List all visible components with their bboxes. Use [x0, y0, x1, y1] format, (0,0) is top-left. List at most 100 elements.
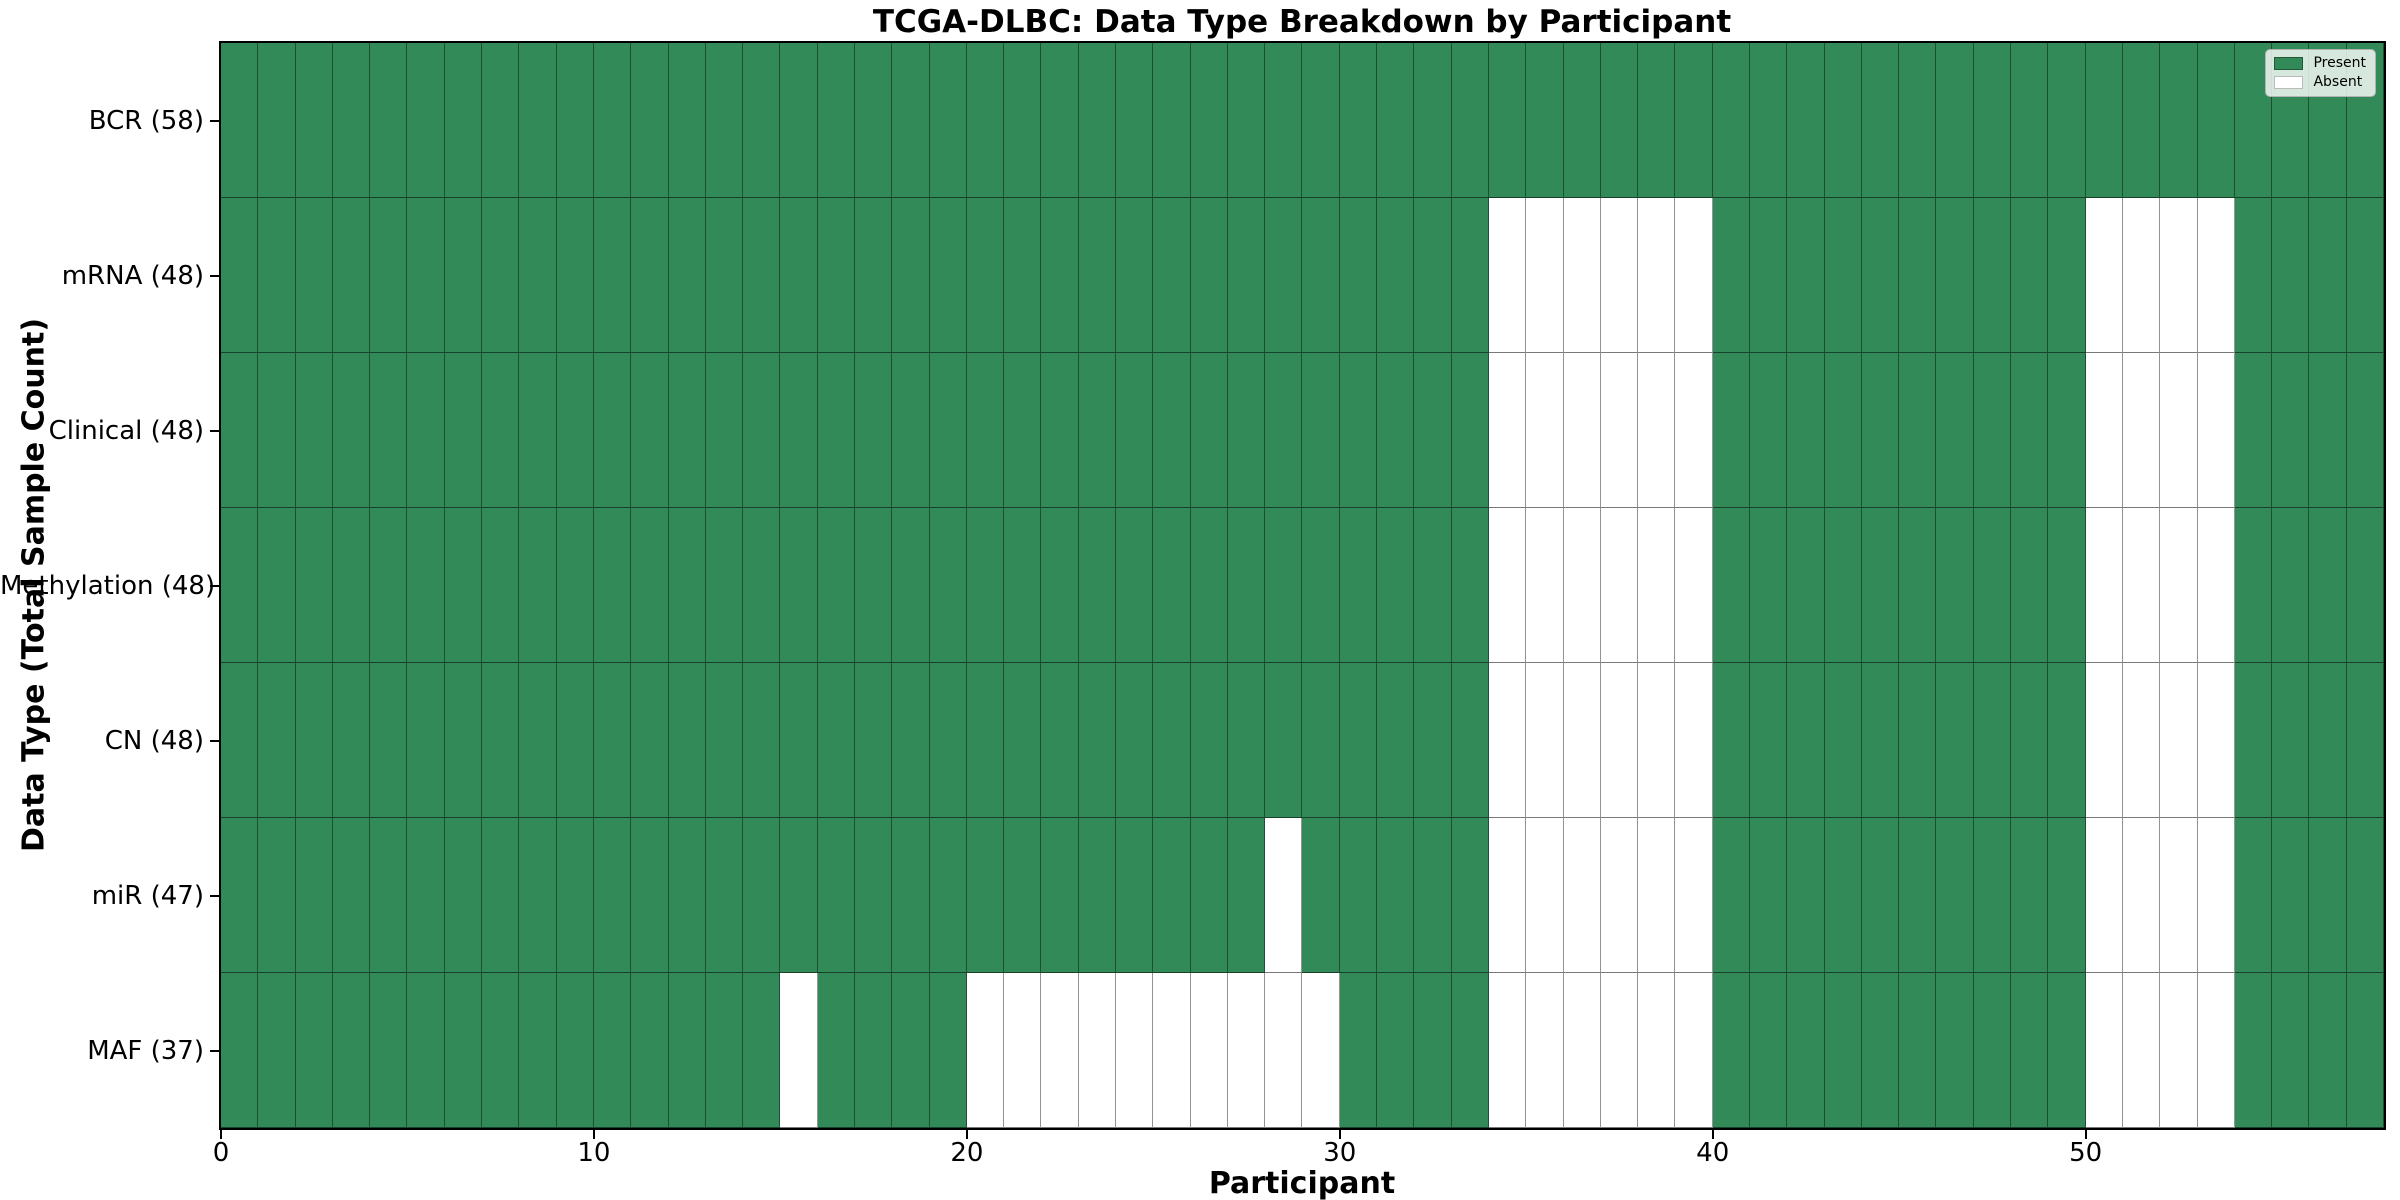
heatmap-cell-Methylation-56 — [2309, 508, 2347, 663]
heatmap-cell-mRNA-1 — [258, 198, 296, 353]
heatmap-cell-miR-55 — [2272, 818, 2310, 973]
heatmap-cell-BCR-37 — [1600, 43, 1639, 198]
heatmap-cell-mRNA-40 — [1712, 198, 1751, 353]
heatmap-cell-CN-11 — [631, 663, 669, 818]
heatmap-cell-mRNA-11 — [631, 198, 669, 353]
heatmap-cell-CN-26 — [1190, 663, 1228, 818]
y-tick-label-miR: miR (47) — [91, 880, 204, 911]
heatmap-cell-Clinical-52 — [2160, 353, 2198, 508]
heatmap-cell-mRNA-19 — [929, 198, 967, 353]
heatmap-cell-CN-19 — [929, 663, 967, 818]
y-tick-label-MAF: MAF (37) — [87, 1035, 204, 1066]
heatmap-cell-BCR-34 — [1488, 43, 1527, 198]
heatmap-cell-mRNA-45 — [1899, 198, 1937, 353]
heatmap-cell-Methylation-26 — [1190, 508, 1228, 663]
heatmap-cell-mRNA-8 — [519, 198, 557, 353]
heatmap-cell-BCR-48 — [2011, 43, 2049, 198]
heatmap-cell-mRNA-41 — [1750, 198, 1788, 353]
heatmap-cell-BCR-47 — [1973, 43, 2012, 198]
heatmap-cell-miR-3 — [332, 818, 371, 973]
heatmap-cell-Methylation-0 — [221, 508, 259, 663]
x-tick-mark — [220, 1130, 222, 1139]
heatmap-cell-Clinical-10 — [593, 353, 632, 508]
heatmap-cell-Clinical-42 — [1787, 353, 1825, 508]
heatmap-cell-mRNA-31 — [1377, 198, 1415, 353]
heatmap-cell-CN-25 — [1153, 663, 1191, 818]
heatmap-cell-Methylation-5 — [407, 508, 445, 663]
heatmap-cell-Clinical-7 — [482, 353, 520, 508]
heatmap-cell-BCR-50 — [2085, 43, 2123, 198]
heatmap-cell-Methylation-50 — [2085, 508, 2123, 663]
heatmap-cell-CN-21 — [1004, 663, 1042, 818]
heatmap-cell-MAF-31 — [1377, 973, 1415, 1128]
heatmap-cell-BCR-7 — [482, 43, 520, 198]
heatmap-cell-Clinical-31 — [1377, 353, 1415, 508]
heatmap-cell-MAF-52 — [2160, 973, 2198, 1128]
heatmap-cell-CN-53 — [2197, 663, 2235, 818]
heatmap-cell-Clinical-4 — [370, 353, 408, 508]
y-tick-mark — [210, 274, 219, 277]
heatmap-cell-CN-46 — [1936, 663, 1974, 818]
heatmap-cell-Methylation-44 — [1861, 508, 1900, 663]
heatmap-cell-Methylation-45 — [1899, 508, 1937, 663]
heatmap-cell-CN-24 — [1116, 663, 1154, 818]
heatmap-cell-miR-30 — [1339, 818, 1378, 973]
heatmap-cell-BCR-9 — [556, 43, 594, 198]
heatmap-cell-CN-31 — [1377, 663, 1415, 818]
x-axis-label: Participant — [1208, 1166, 1396, 1200]
heatmap-cell-Clinical-32 — [1414, 353, 1452, 508]
heatmap-cell-Methylation-38 — [1638, 508, 1676, 663]
heatmap-cell-mRNA-38 — [1638, 198, 1676, 353]
heatmap-cell-mRNA-46 — [1936, 198, 1974, 353]
heatmap-cell-miR-6 — [444, 818, 483, 973]
heatmap-cell-MAF-10 — [593, 973, 632, 1128]
heatmap-cell-MAF-0 — [221, 973, 259, 1128]
heatmap-cell-MAF-55 — [2272, 973, 2310, 1128]
heatmap-cell-miR-56 — [2309, 818, 2347, 973]
heatmap-cell-MAF-56 — [2309, 973, 2347, 1128]
heatmap-cell-CN-1 — [258, 663, 296, 818]
heatmap-cell-mRNA-56 — [2309, 198, 2347, 353]
heatmap-cell-Clinical-46 — [1936, 353, 1974, 508]
heatmap-cell-mRNA-20 — [966, 198, 1005, 353]
heatmap-cell-mRNA-7 — [482, 198, 520, 353]
heatmap-cell-mRNA-22 — [1041, 198, 1079, 353]
x-tick-label-50: 50 — [2069, 1138, 2103, 1168]
heatmap-cell-miR-10 — [593, 818, 632, 973]
heatmap-cell-mRNA-33 — [1451, 198, 1489, 353]
heatmap-cell-Clinical-18 — [892, 353, 930, 508]
heatmap-cell-Clinical-33 — [1451, 353, 1489, 508]
heatmap-cell-miR-46 — [1936, 818, 1974, 973]
heatmap-cell-CN-18 — [892, 663, 930, 818]
heatmap-cell-Clinical-34 — [1488, 353, 1527, 508]
x-tick-label-30: 30 — [1323, 1138, 1357, 1168]
heatmap-cell-BCR-6 — [444, 43, 483, 198]
heatmap-cell-CN-39 — [1675, 663, 1713, 818]
heatmap-cell-mRNA-55 — [2272, 198, 2310, 353]
heatmap-cell-Clinical-9 — [556, 353, 594, 508]
y-tick-mark — [210, 119, 219, 122]
heatmap-cell-CN-0 — [221, 663, 259, 818]
heatmap-cell-Clinical-40 — [1712, 353, 1751, 508]
heatmap-cell-Clinical-36 — [1563, 353, 1601, 508]
heatmap-cell-MAF-48 — [2011, 973, 2049, 1128]
heatmap-cell-CN-34 — [1488, 663, 1527, 818]
heatmap-cell-BCR-14 — [743, 43, 781, 198]
heatmap-cell-Methylation-11 — [631, 508, 669, 663]
heatmap-cell-Methylation-3 — [332, 508, 371, 663]
heatmap-cell-miR-42 — [1787, 818, 1825, 973]
heatmap-cell-MAF-25 — [1153, 973, 1191, 1128]
heatmap-cell-miR-52 — [2160, 818, 2198, 973]
heatmap-cell-mRNA-23 — [1078, 198, 1117, 353]
heatmap-cell-Methylation-4 — [370, 508, 408, 663]
heatmap-cell-Methylation-20 — [966, 508, 1005, 663]
heatmap-cell-BCR-39 — [1675, 43, 1713, 198]
heatmap-cell-CN-14 — [743, 663, 781, 818]
heatmap-cell-CN-57 — [2346, 663, 2384, 818]
y-tick-mark — [210, 1049, 219, 1052]
heatmap-cell-Clinical-38 — [1638, 353, 1676, 508]
heatmap-cell-mRNA-9 — [556, 198, 594, 353]
heatmap-cell-BCR-15 — [780, 43, 818, 198]
heatmap-cell-MAF-32 — [1414, 973, 1452, 1128]
heatmap-cell-Clinical-27 — [1227, 353, 1266, 508]
